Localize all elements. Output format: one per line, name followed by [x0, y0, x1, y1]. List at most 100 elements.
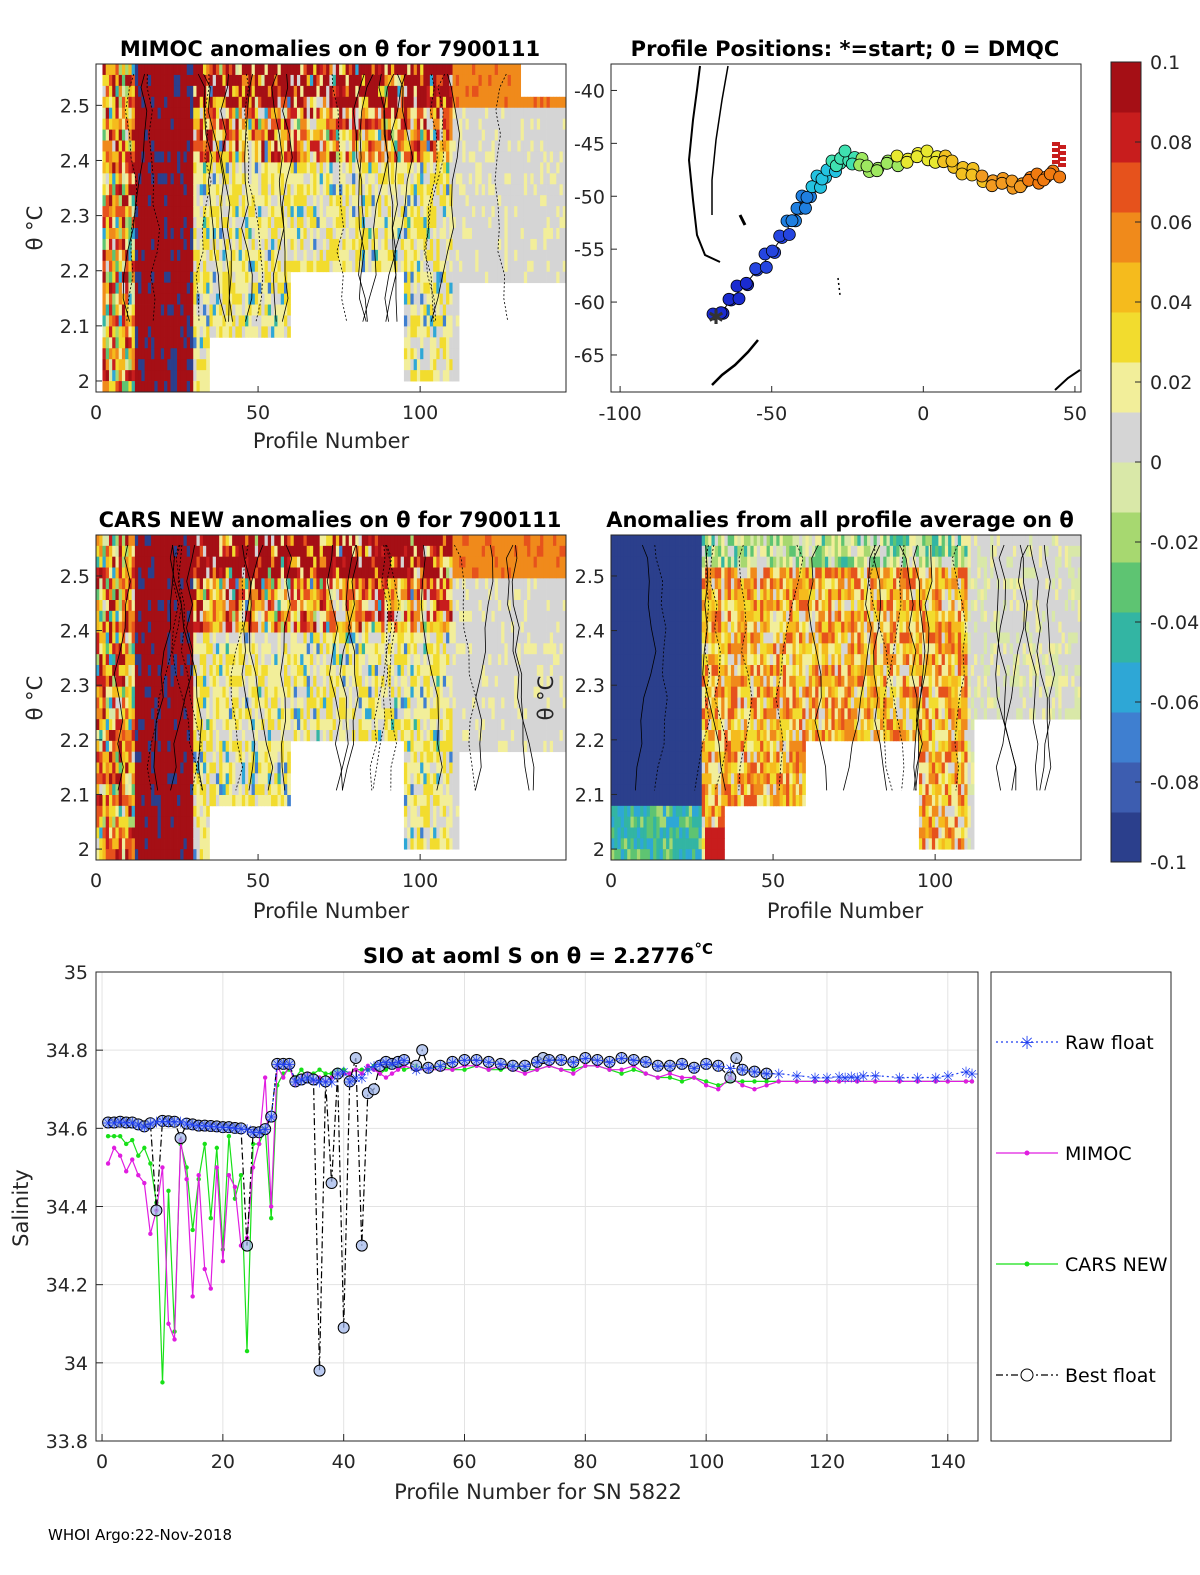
heatmap-cell	[212, 686, 217, 698]
heatmap-cell	[144, 260, 149, 273]
heatmap-cell	[546, 96, 551, 109]
heatmap-cell	[177, 545, 181, 558]
heatmap-cell	[193, 74, 197, 87]
heatmap-cell	[553, 228, 557, 240]
heatmap-cell	[193, 228, 197, 240]
heatmap-cell	[164, 600, 168, 612]
heatmap-cell	[271, 85, 275, 98]
heatmap-cell	[118, 337, 123, 349]
heatmap-cell	[287, 217, 291, 229]
heatmap-cell	[245, 217, 249, 229]
heatmap-cell	[134, 107, 139, 120]
heatmap-cell	[468, 74, 473, 87]
heatmap-cell	[105, 206, 110, 218]
heatmap-cell	[173, 162, 178, 174]
heatmap-cell	[183, 675, 188, 688]
heatmap-cell	[212, 719, 217, 731]
heatmap-cell	[332, 249, 337, 262]
heatmap-cell	[206, 838, 210, 850]
heatmap-cell	[413, 337, 418, 349]
heatmap-cell	[115, 556, 120, 568]
heatmap-cell	[303, 96, 308, 109]
heatmap-cell	[232, 665, 236, 677]
heatmap-cell	[209, 326, 214, 338]
heatmap-cell	[248, 151, 252, 163]
heatmap-cell	[177, 85, 181, 98]
heatmap-cell	[183, 545, 188, 558]
heatmap-cell	[147, 326, 152, 338]
heatmap-cell	[322, 206, 327, 218]
heatmap-cell	[433, 64, 437, 76]
heatmap-cell	[449, 359, 453, 371]
heatmap-cell	[309, 64, 314, 76]
heatmap-cell	[228, 675, 233, 688]
heatmap-cell	[96, 740, 100, 753]
heatmap-cell	[108, 359, 113, 371]
heatmap-cell	[121, 217, 126, 229]
heatmap-cell	[167, 535, 171, 547]
heatmap-cell	[183, 249, 188, 262]
heatmap-cell	[410, 206, 415, 218]
heatmap-cell	[186, 140, 191, 152]
heatmap-cell	[118, 359, 123, 371]
heatmap-cell	[254, 260, 259, 273]
heatmap-cell	[235, 249, 240, 262]
heatmap-cell	[209, 315, 214, 327]
heatmap-cell	[413, 206, 418, 218]
heatmap-cell	[167, 140, 171, 152]
heatmap-cell	[397, 64, 402, 76]
heatmap-cell	[416, 359, 421, 371]
heatmap-cell	[160, 773, 165, 785]
heatmap-cell	[290, 140, 295, 152]
heatmap-cell	[520, 271, 525, 284]
heatmap-cell	[235, 85, 240, 98]
heatmap-cell	[313, 118, 317, 130]
heatmap-cell	[248, 85, 252, 98]
heatmap-cell	[167, 784, 171, 796]
heatmap-cell	[248, 107, 252, 120]
heatmap-cell	[248, 589, 252, 601]
heatmap-cell	[559, 107, 564, 120]
heatmap-cell	[232, 184, 236, 196]
heatmap-cell	[468, 64, 473, 76]
heatmap-cell	[183, 304, 188, 316]
heatmap-cell	[241, 184, 246, 196]
heatmap-cell	[248, 697, 252, 709]
heatmap-cell	[465, 206, 470, 218]
heatmap-cell	[339, 107, 343, 120]
heatmap-cell	[536, 228, 541, 240]
heatmap-cell	[147, 545, 152, 558]
heatmap-cell	[339, 162, 343, 174]
heatmap-cell	[481, 129, 486, 141]
contour-line	[331, 73, 348, 322]
heatmap-cell	[128, 359, 133, 371]
heatmap-cell	[232, 64, 236, 76]
heatmap-cell	[134, 600, 139, 612]
heatmap-cell	[209, 107, 214, 120]
heatmap-cell	[410, 162, 415, 174]
heatmap-cell	[212, 784, 217, 796]
heatmap-cell	[533, 162, 538, 174]
heatmap-cell	[118, 293, 123, 305]
heatmap-cell	[164, 730, 168, 742]
heatmap-cell	[186, 849, 191, 861]
heatmap-cell	[241, 740, 246, 753]
heatmap-cell	[348, 206, 353, 218]
heatmap-cell	[228, 697, 233, 709]
heatmap-cell	[167, 85, 171, 98]
heatmap-cell	[446, 140, 450, 152]
heatmap-cell	[426, 238, 431, 251]
heatmap-cell	[290, 173, 295, 185]
heatmap-cell	[147, 64, 152, 76]
heatmap-cell	[121, 589, 126, 601]
heatmap-cell	[296, 64, 301, 76]
heatmap-cell	[507, 140, 512, 152]
heatmap-cell	[501, 173, 505, 185]
heatmap-cell	[228, 643, 233, 655]
heatmap-cell	[199, 195, 204, 207]
heatmap-cell	[533, 118, 538, 130]
heatmap-cell	[556, 129, 560, 141]
heatmap-cell	[131, 675, 136, 688]
heatmap-cell	[267, 96, 272, 109]
heatmap-cell	[134, 85, 139, 98]
